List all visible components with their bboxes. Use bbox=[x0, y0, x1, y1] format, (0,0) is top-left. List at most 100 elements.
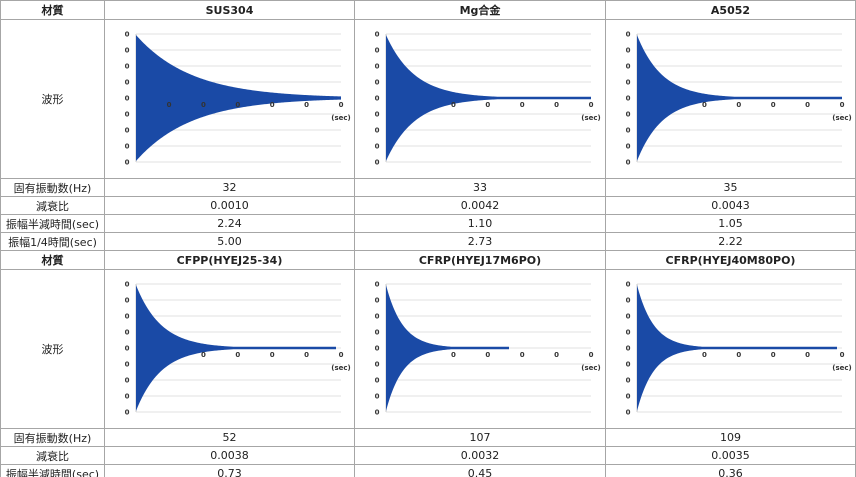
x-tick-label: 0 bbox=[736, 101, 741, 109]
x-unit-label: (sec) bbox=[581, 364, 600, 372]
waveform bbox=[136, 35, 341, 161]
x-unit-label: (sec) bbox=[832, 364, 851, 372]
waveform-row: 波形 0 0 0 0 0 0 0 0 0 0 0 0 0 0 0 (sec) 0 0 0 0 0 0 0 0 0 0 0 0 0 0 (sec… bbox=[0, 19, 856, 179]
data-cell: 減衰比 bbox=[0, 446, 105, 465]
data-cell: 0.0042 bbox=[354, 196, 606, 215]
y-tick-label: 0 bbox=[626, 63, 631, 71]
y-tick-label: 0 bbox=[375, 377, 380, 385]
y-tick-label: 0 bbox=[125, 329, 130, 337]
x-tick-label: 0 bbox=[270, 101, 275, 109]
data-cell: 振幅半減時間(sec) bbox=[0, 214, 105, 233]
waveform-cell: 0 0 0 0 0 0 0 0 0 0 0 0 0 0 (sec) bbox=[354, 19, 606, 179]
data-row: 減衰比 0.0010 0.0042 0.0043 bbox=[0, 196, 856, 215]
y-tick-label: 0 bbox=[626, 127, 631, 135]
y-tick-label: 0 bbox=[375, 393, 380, 401]
data-row: 振幅半減時間(sec) 2.24 1.10 1.05 bbox=[0, 214, 856, 233]
x-tick-label: 0 bbox=[167, 101, 172, 109]
x-unit-label: (sec) bbox=[331, 114, 350, 122]
y-tick-label: 0 bbox=[125, 95, 130, 103]
x-tick-label: 0 bbox=[771, 351, 776, 359]
x-tick-label: 0 bbox=[235, 101, 240, 109]
data-cell: 32 bbox=[104, 178, 355, 197]
y-tick-label: 0 bbox=[125, 361, 130, 369]
data-cell: 固有振動数(Hz) bbox=[0, 178, 105, 197]
y-tick-label: 0 bbox=[125, 63, 130, 71]
data-cell: 振幅1/4時間(sec) bbox=[0, 232, 105, 251]
y-tick-label: 0 bbox=[626, 159, 631, 167]
x-tick-label: 0 bbox=[485, 351, 490, 359]
data-cell: 33 bbox=[354, 178, 606, 197]
x-tick-label: 0 bbox=[840, 351, 845, 359]
x-tick-label: 0 bbox=[485, 101, 490, 109]
data-cell: 減衰比 bbox=[0, 196, 105, 215]
waveform bbox=[136, 285, 336, 411]
waveform-row: 波形 0 0 0 0 0 0 0 0 0 0 0 0 0 0 (sec) 0 0 0 0 0 0 0 0 0 0 0 0 0 0 (sec)… bbox=[0, 269, 856, 429]
x-tick-label: 0 bbox=[589, 101, 594, 109]
x-tick-label: 0 bbox=[339, 351, 344, 359]
data-cell: 0.0010 bbox=[104, 196, 355, 215]
y-tick-label: 0 bbox=[375, 297, 380, 305]
x-tick-label: 0 bbox=[304, 101, 309, 109]
y-tick-label: 0 bbox=[626, 393, 631, 401]
header-cell: CFPP(HYEJ25-34) bbox=[104, 250, 355, 270]
waveform bbox=[637, 285, 837, 411]
y-tick-label: 0 bbox=[626, 345, 631, 353]
y-tick-label: 0 bbox=[626, 377, 631, 385]
y-tick-label: 0 bbox=[626, 361, 631, 369]
y-tick-label: 0 bbox=[375, 127, 380, 135]
x-tick-label: 0 bbox=[520, 351, 525, 359]
y-tick-label: 0 bbox=[626, 79, 631, 87]
data-cell: 52 bbox=[104, 428, 355, 447]
x-tick-label: 0 bbox=[840, 101, 845, 109]
y-tick-label: 0 bbox=[626, 409, 631, 417]
y-tick-label: 0 bbox=[375, 111, 380, 119]
waveform-cell: 0 0 0 0 0 0 0 0 0 0 0 0 0 0 (sec) bbox=[605, 269, 856, 429]
y-tick-label: 0 bbox=[626, 31, 631, 39]
y-tick-label: 0 bbox=[125, 111, 130, 119]
header-cell: Mg合金 bbox=[354, 0, 606, 20]
header-cell: A5052 bbox=[605, 0, 856, 20]
waveform-chart: 0 0 0 0 0 0 0 0 0 0 0 0 0 0 (sec) bbox=[375, 281, 601, 417]
y-tick-label: 0 bbox=[125, 409, 130, 417]
y-tick-label: 0 bbox=[125, 345, 130, 353]
waveform-chart: 0 0 0 0 0 0 0 0 0 0 0 0 0 0 (sec) bbox=[626, 31, 852, 167]
x-tick-label: 0 bbox=[771, 101, 776, 109]
y-tick-label: 0 bbox=[125, 79, 130, 87]
x-tick-label: 0 bbox=[736, 351, 741, 359]
x-tick-label: 0 bbox=[201, 351, 206, 359]
y-tick-label: 0 bbox=[125, 47, 130, 55]
x-tick-label: 0 bbox=[702, 101, 707, 109]
waveform bbox=[386, 35, 591, 161]
x-tick-label: 0 bbox=[554, 101, 559, 109]
data-cell: 107 bbox=[354, 428, 606, 447]
x-tick-label: 0 bbox=[520, 101, 525, 109]
x-tick-label: 0 bbox=[201, 101, 206, 109]
x-unit-label: (sec) bbox=[331, 364, 350, 372]
waveform-chart: 0 0 0 0 0 0 0 0 0 0 0 0 0 0 0 (sec) bbox=[125, 31, 351, 167]
y-tick-label: 0 bbox=[375, 47, 380, 55]
header-row: 材質 CFPP(HYEJ25-34) CFRP(HYEJ17M6PO) CFRP(HY… bbox=[0, 250, 856, 270]
y-tick-label: 0 bbox=[626, 281, 631, 289]
data-cell: 0.45 bbox=[354, 464, 606, 477]
row-label: 波形 bbox=[0, 269, 105, 429]
y-tick-label: 0 bbox=[375, 329, 380, 337]
waveform-cell: 0 0 0 0 0 0 0 0 0 0 0 0 0 0 (sec) bbox=[104, 269, 355, 429]
y-tick-label: 0 bbox=[125, 281, 130, 289]
header-cell: SUS304 bbox=[104, 0, 355, 20]
y-tick-label: 0 bbox=[375, 95, 380, 103]
x-tick-label: 0 bbox=[554, 351, 559, 359]
x-unit-label: (sec) bbox=[832, 114, 851, 122]
y-tick-label: 0 bbox=[375, 79, 380, 87]
y-tick-label: 0 bbox=[125, 143, 130, 151]
x-tick-label: 0 bbox=[451, 101, 456, 109]
data-cell: 109 bbox=[605, 428, 856, 447]
data-row: 固有振動数(Hz) 52 107 109 bbox=[0, 428, 856, 447]
y-tick-label: 0 bbox=[626, 297, 631, 305]
data-row: 減衰比 0.0038 0.0032 0.0035 bbox=[0, 446, 856, 465]
waveform-cell: 0 0 0 0 0 0 0 0 0 0 0 0 0 0 (sec) bbox=[354, 269, 606, 429]
y-tick-label: 0 bbox=[375, 313, 380, 321]
data-cell: 0.73 bbox=[104, 464, 355, 477]
x-tick-label: 0 bbox=[304, 351, 309, 359]
